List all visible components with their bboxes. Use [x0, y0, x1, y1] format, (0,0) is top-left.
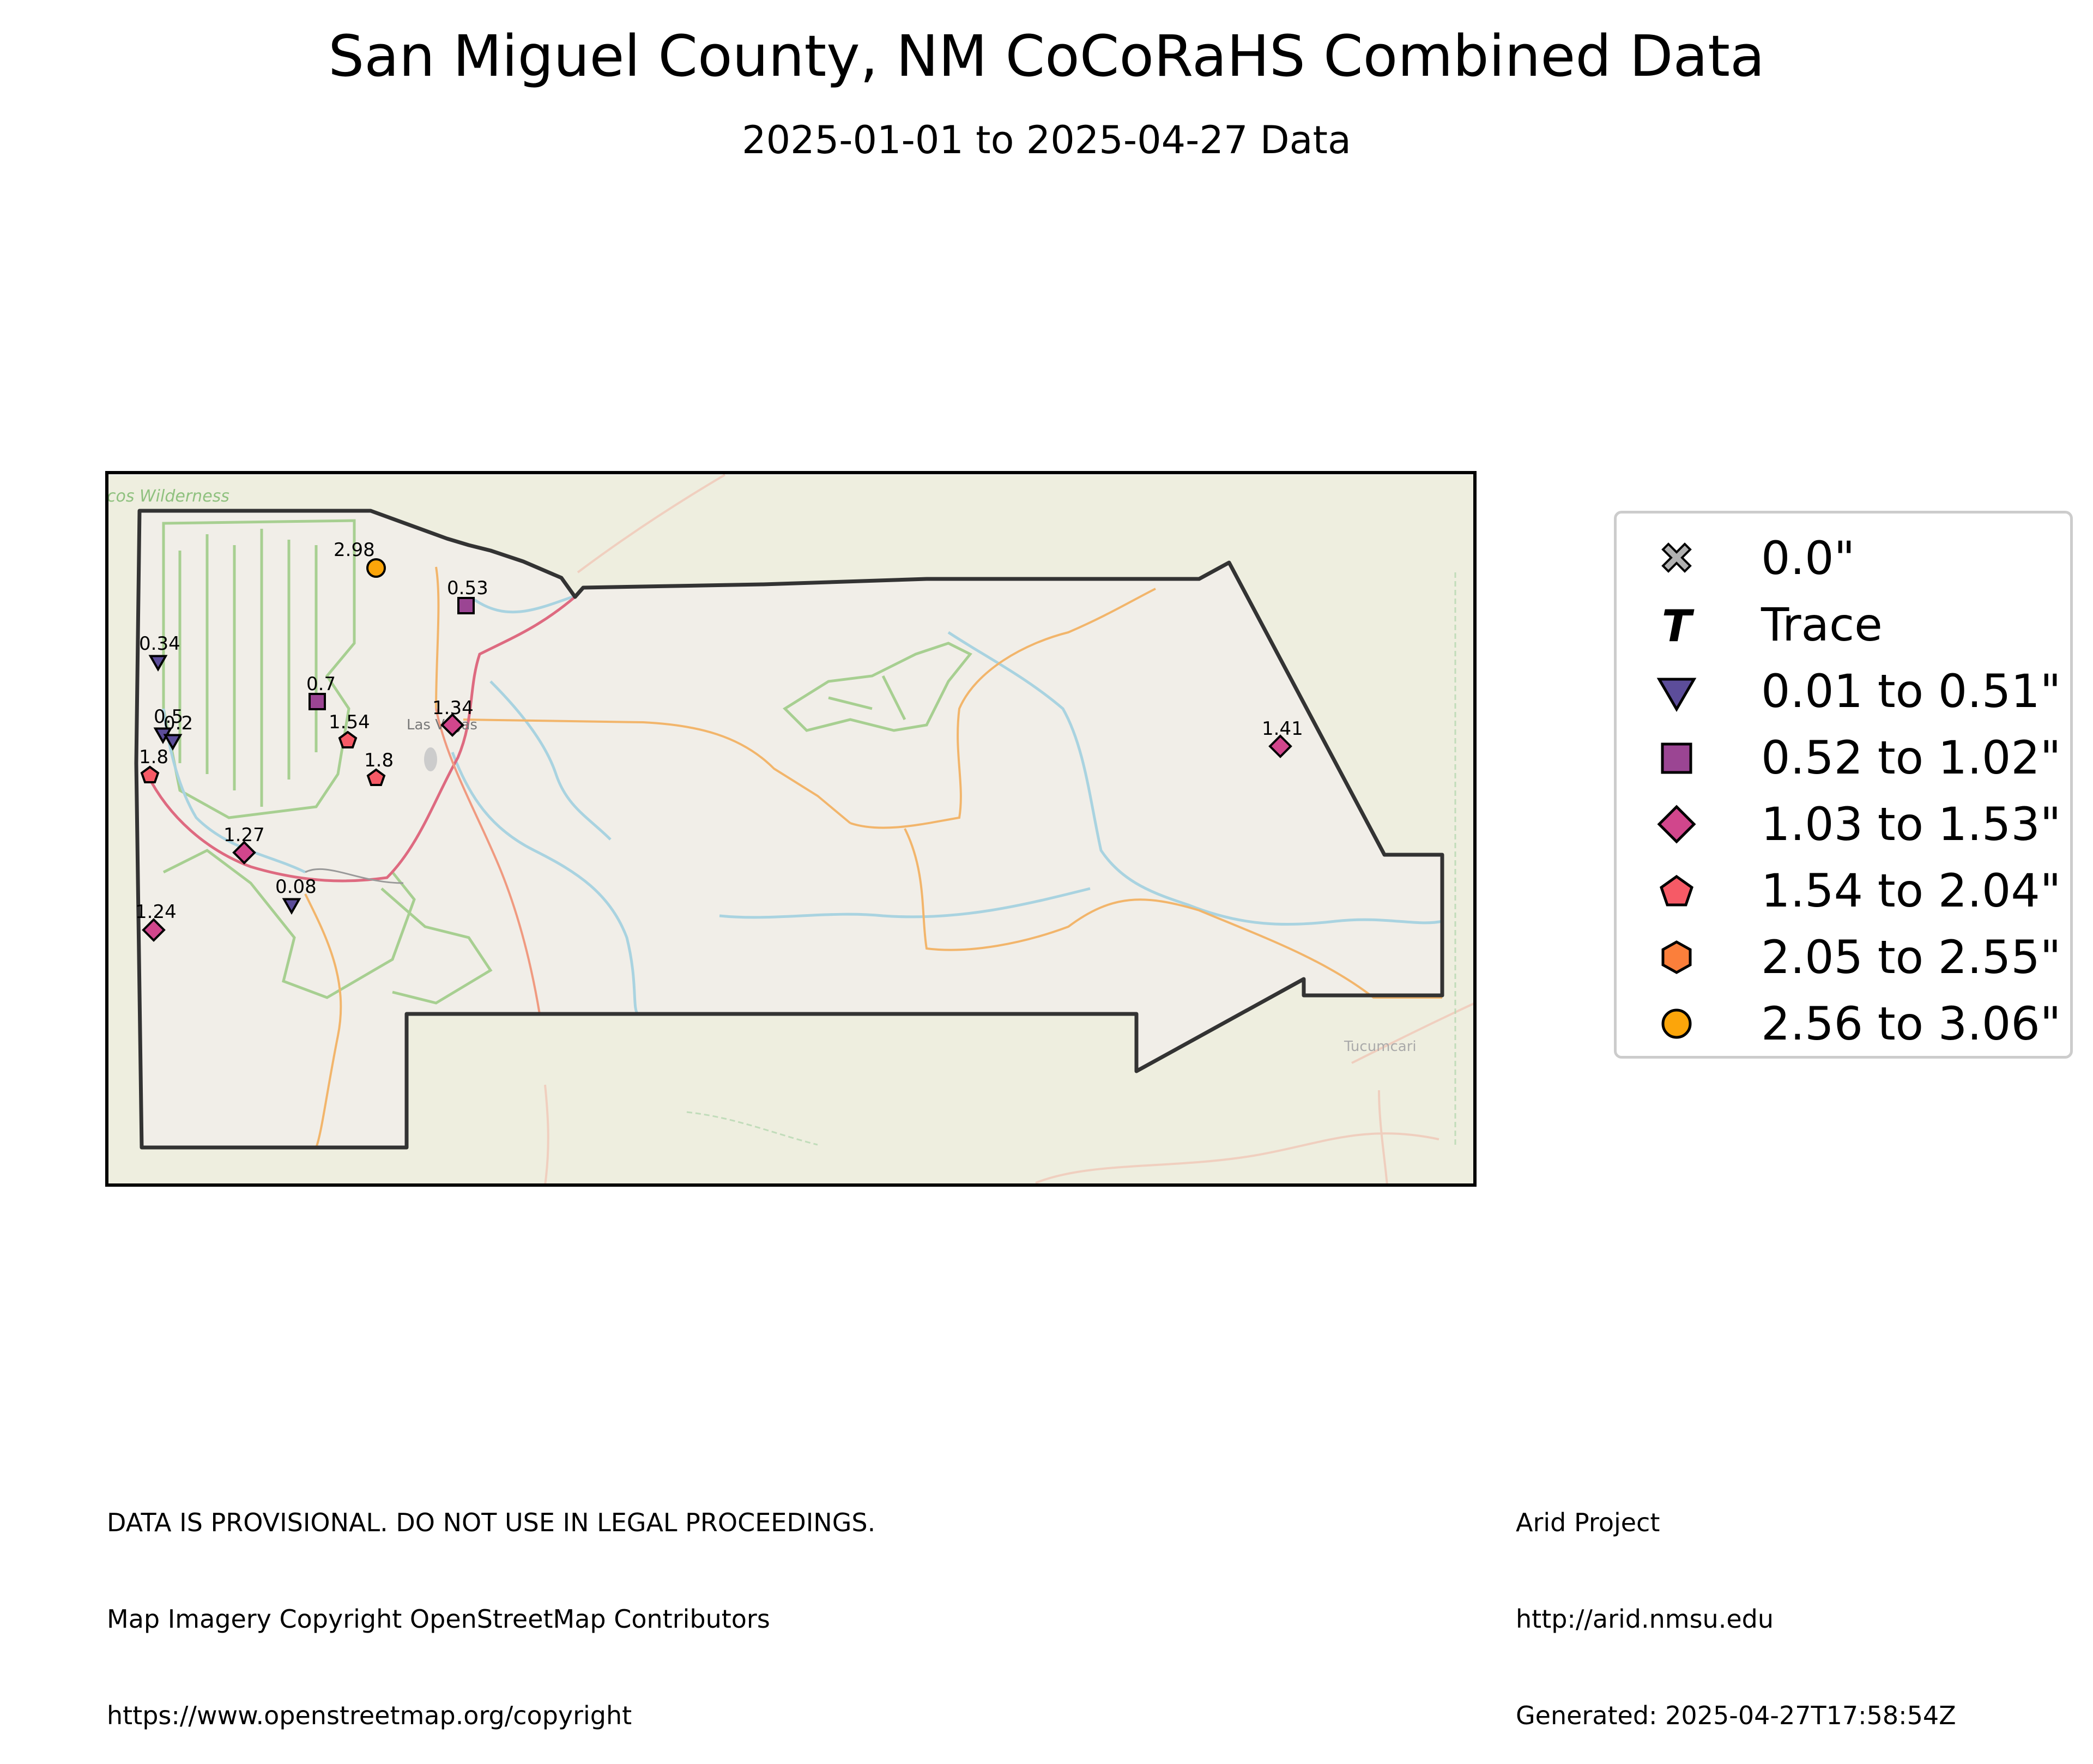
forest-boundaries: [162, 519, 972, 1005]
station-marker: [142, 918, 166, 942]
station-markers: 2.98 0.53 0.34 0.7 1.34 0.50.2 1.54 1.8 1.8 1.41 1…: [135, 539, 1303, 942]
footer-line: Map Imagery Copyright OpenStreetMap Cont…: [107, 1604, 770, 1634]
station-marker: [140, 765, 160, 783]
legend-item-2.05-2.55: 2.05 to 2.55": [1617, 923, 2070, 990]
legend-label: 0.01 to 0.51": [1761, 664, 2061, 718]
diamond-icon: [1657, 805, 1696, 844]
station-marker: [163, 734, 183, 751]
county-map: cos Wilderness Las Vegas Tucumcari 2.980…: [105, 471, 1477, 1187]
legend-item-trace: T Trace: [1617, 591, 2070, 657]
footer-line: Generated: 2025-04-27T17:58:54Z: [1516, 1701, 1956, 1730]
station-value-label: 0.2: [164, 712, 193, 734]
station-marker: [366, 768, 386, 786]
station-value-label: 1.8: [139, 746, 168, 768]
station-marker: [148, 655, 168, 672]
station-value-label: 0.08: [275, 876, 317, 898]
chart-title: San Miguel County, NM CoCoRaHS Combined …: [328, 23, 1765, 89]
highways: [146, 596, 576, 1014]
station-marker: [440, 713, 464, 737]
station-value-label: 0.53: [447, 577, 488, 599]
station-value-label: 0.34: [139, 633, 180, 655]
background-boundaries: [686, 572, 1456, 1146]
station-marker: [308, 693, 326, 710]
station-marker: [366, 558, 386, 578]
legend-label: 1.03 to 1.53": [1761, 798, 2061, 851]
footer-credits: Arid Project http://arid.nmsu.edu Genera…: [1516, 1442, 1956, 1764]
station-marker: [1268, 734, 1292, 758]
legend-label: Trace: [1761, 598, 1883, 651]
legend-item-1.03-1.53: 1.03 to 1.53": [1617, 790, 2070, 857]
station-marker: [457, 597, 475, 614]
station-marker: [232, 841, 256, 865]
footer-line: DATA IS PROVISIONAL. DO NOT USE IN LEGAL…: [107, 1508, 876, 1537]
pentagon-icon: [1660, 874, 1693, 907]
station-value-label: 0.7: [306, 673, 336, 695]
legend-item-zero: 0.0": [1617, 524, 2070, 591]
footer-disclaimer: DATA IS PROVISIONAL. DO NOT USE IN LEGAL…: [107, 1442, 875, 1764]
triangle-down-icon: [1656, 678, 1697, 712]
footer-line: http://arid.nmsu.edu: [1516, 1604, 1774, 1634]
station-value-label: 1.24: [135, 901, 177, 923]
hexagon-icon: [1661, 940, 1692, 974]
station-value-label: 1.27: [223, 824, 265, 846]
legend-item-2.56-3.06: 2.56 to 3.06": [1617, 990, 2070, 1056]
square-icon: [1661, 742, 1692, 774]
county-border: [134, 509, 1444, 1150]
footer-line: https://www.openstreetmap.org/copyright: [107, 1701, 632, 1730]
legend-item-0.52-1.02: 0.52 to 1.02": [1617, 724, 2070, 790]
x-marker-icon: [1661, 542, 1692, 573]
trace-t-icon: T: [1662, 601, 1695, 651]
circle-icon: [1661, 1008, 1692, 1039]
station-value-label: 1.41: [1262, 718, 1303, 740]
basemap-label-wilderness: cos Wilderness: [107, 487, 229, 506]
legend-label: 2.56 to 3.06": [1761, 997, 2061, 1050]
station-value-label: 0.5: [154, 706, 183, 728]
legend: 0.0" T Trace 0.01 to 0.51" 0.52 to 1.02"…: [1614, 511, 2073, 1059]
lake: [424, 747, 437, 771]
station-value-label: 1.34: [432, 697, 474, 719]
map-frame: [105, 471, 1477, 1187]
legend-label: 2.05 to 2.55": [1761, 931, 2061, 984]
roads: [304, 566, 1442, 1148]
legend-item-1.54-2.04: 1.54 to 2.04": [1617, 857, 2070, 923]
legend-label: 0.0": [1761, 531, 1855, 585]
chart-subtitle: 2025-01-01 to 2025-04-27 Data: [742, 118, 1351, 162]
legend-label: 1.54 to 2.04": [1761, 864, 2061, 917]
station-value-label: 1.8: [364, 750, 394, 771]
legend-label: 0.52 to 1.02": [1761, 731, 2061, 784]
background-roads: [544, 474, 1475, 1186]
rivers: [162, 595, 1443, 1015]
basemap-label-tucumcari: Tucumcari: [1344, 1038, 1417, 1055]
station-marker: [282, 898, 301, 915]
legend-item-0.01-0.51: 0.01 to 0.51": [1617, 657, 2070, 724]
svg-text:T: T: [1662, 601, 1695, 651]
station-value-label: 1.54: [329, 711, 370, 733]
station-value-label: 2.98: [334, 539, 375, 561]
station-marker: [338, 730, 358, 748]
footer-line: Arid Project: [1516, 1508, 1660, 1537]
